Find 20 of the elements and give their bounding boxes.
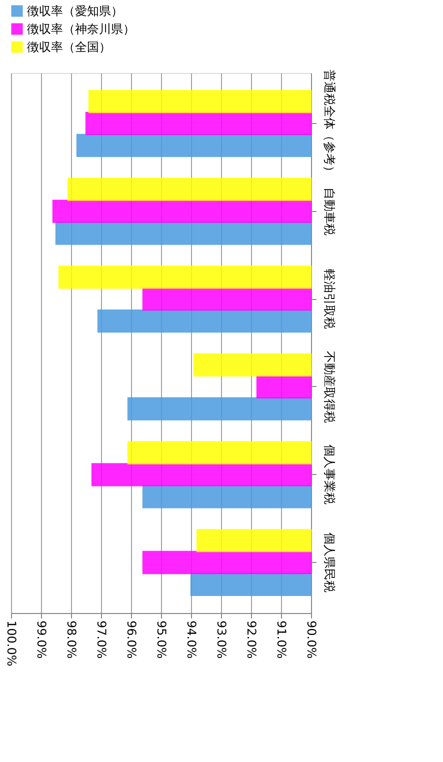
y-tick-label: 個人県民税	[322, 532, 336, 593]
y-tick-label: 不動産取得税	[322, 350, 336, 423]
x-tick-label: 94.0%	[184, 620, 198, 659]
x-tick-label: 91.0%	[274, 620, 288, 659]
legend-label: 徴収率（全国）	[27, 40, 111, 54]
x-tick-label: 97.0%	[94, 620, 108, 659]
y-tick-label: 普通税全体（参考）	[322, 69, 336, 178]
x-tick-label: 100.0%	[4, 620, 18, 666]
x-tick-label: 99.0%	[34, 620, 48, 659]
y-tick-label: 個人事業税	[322, 444, 336, 505]
x-tick-label: 95.0%	[154, 620, 168, 659]
x-tick-label: 96.0%	[124, 620, 138, 659]
x-tick-label: 93.0%	[214, 620, 228, 659]
y-tick-label: 軽油引取税	[322, 269, 336, 330]
x-tick-label: 98.0%	[64, 620, 78, 659]
y-tick-label: 自動車税	[322, 187, 336, 236]
legend-label: 徴収率（愛知県）	[27, 4, 123, 18]
x-tick-label: 92.0%	[244, 620, 258, 659]
x-tick-label: 90.0%	[304, 620, 318, 659]
legend-label: 徴収率（神奈川県）	[27, 22, 135, 36]
